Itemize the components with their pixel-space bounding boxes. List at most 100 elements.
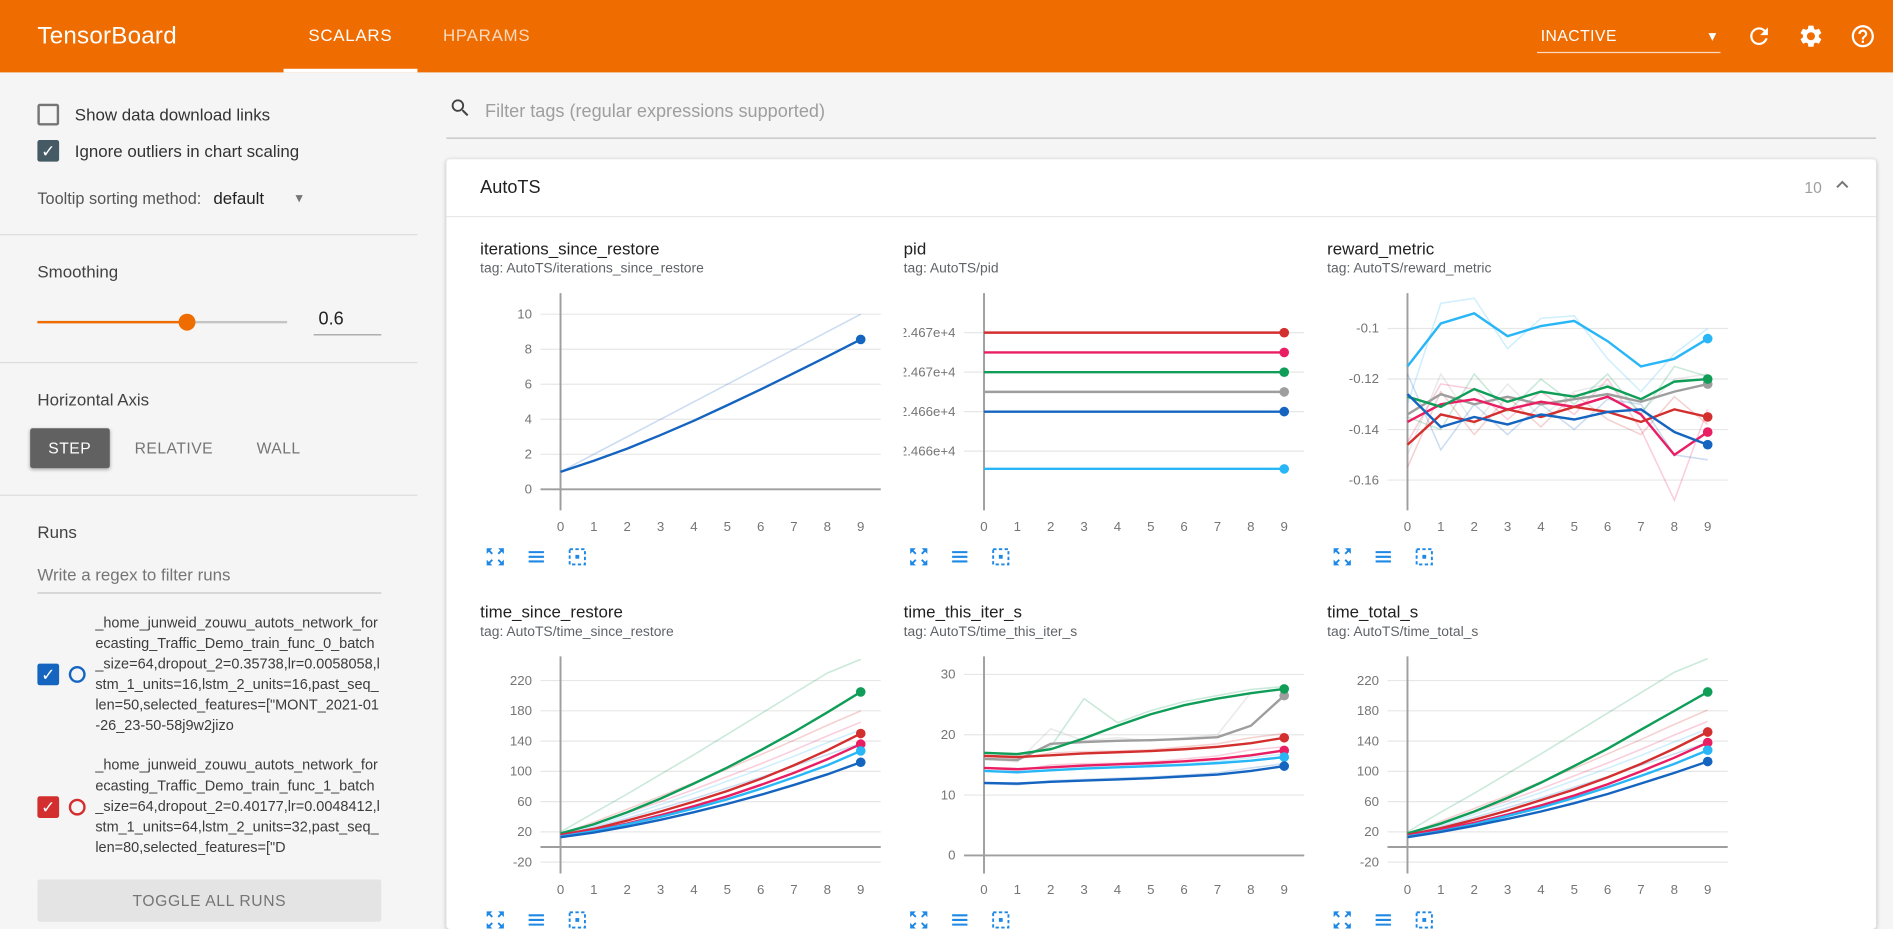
expand-chart-icon[interactable] [1331,545,1354,568]
show-download-links-checkbox[interactable] [37,103,60,126]
svg-text:2: 2 [1047,519,1054,534]
fit-domain-icon[interactable] [566,908,589,929]
svg-text:2: 2 [525,447,532,462]
chart-tools [904,908,1312,929]
chart-title: pid [903,238,927,259]
menu-lines-icon[interactable] [525,545,548,568]
svg-text:180: 180 [510,703,532,718]
svg-text:20: 20 [517,824,532,839]
axis-relative-button[interactable]: RELATIVE [117,428,232,468]
filter-tags-input[interactable] [485,100,1874,122]
run-item: ✓ _home_junweid_zouwu_autots_network_for… [37,613,381,736]
runs-label: Runs [37,522,77,542]
chart-tools [904,545,1312,568]
section-header[interactable]: AutoTS 10 [446,159,1877,218]
chart-count: 10 [1804,178,1822,197]
chart-plot[interactable]: -20 20 60 100 140 180 220 0 1 2 3 4 5 6 7 8 9 [480,647,888,903]
tab-hparams[interactable]: HPARAMS [442,24,531,45]
menu-lines-icon[interactable] [948,908,971,929]
menu-lines-icon[interactable] [1372,545,1395,568]
chart-plot[interactable]: -0.1 -0.12 -0.14 -0.16 0 1 2 3 4 5 6 7 8 9 [1327,284,1735,540]
chart-tag: tag: AutoTS/time_this_iter_s [903,624,1078,640]
svg-text:8: 8 [824,519,831,534]
chart-plot[interactable]: 2.467e+4 2.467e+4 2.466e+4 2.466e+4 0 1 2 3 4 5 6 7… [900,284,1312,540]
help-icon[interactable] [1850,23,1877,50]
axis-wall-button[interactable]: WALL [238,428,318,468]
svg-text:9: 9 [857,519,864,534]
chart-tag: tag: AutoTS/iterations_since_restore [480,261,704,277]
chart-plot[interactable]: 0 10 20 30 0 1 2 3 4 5 6 7 8 9 [904,647,1312,903]
svg-text:2.466e+4: 2.466e+4 [904,443,956,458]
show-download-links-label: Show data download links [74,104,271,125]
run-solo-radio[interactable] [68,666,86,683]
svg-text:5: 5 [1147,882,1154,897]
menu-lines-icon[interactable] [525,908,548,929]
run-item: ✓ _home_junweid_zouwu_autots_network_for… [37,755,381,858]
run-checkbox[interactable]: ✓ [37,796,60,818]
smoothing-row: 0.6 [37,308,382,336]
tab-scalars[interactable]: SCALARS [283,0,418,73]
svg-text:3: 3 [1080,882,1087,897]
svg-text:6: 6 [757,882,764,897]
chart-tag: tag: AutoTS/time_total_s [1327,624,1479,640]
chart-plot[interactable]: -20 20 60 100 140 180 220 0 1 2 3 4 5 6 7 8 9 [1327,647,1735,903]
divider [0,234,418,236]
svg-text:1: 1 [590,519,597,534]
smoothing-slider-fill [37,320,188,323]
runs-filter-input[interactable] [37,556,382,594]
fit-domain-icon[interactable] [989,908,1012,929]
svg-text:4: 4 [1537,519,1544,534]
settings-icon[interactable] [1798,23,1825,50]
chart-card: iterations_since_restore tag: AutoTS/iter… [480,239,888,568]
filter-tags-row [446,92,1877,139]
refresh-icon[interactable] [1746,23,1773,50]
fit-domain-icon[interactable] [1413,908,1436,929]
fit-domain-icon[interactable] [566,545,589,568]
fit-domain-icon[interactable] [989,545,1012,568]
svg-text:-0.1: -0.1 [1356,321,1379,336]
tooltip-sorting-dropdown[interactable]: default ▾ [213,188,302,207]
ignore-outliers-checkbox[interactable]: ✓ [37,139,60,162]
menu-lines-icon[interactable] [1372,908,1395,929]
chart-title: iterations_since_restore [480,238,660,259]
svg-text:2: 2 [624,882,631,897]
ignore-outliers-row: ✓ Ignore outliers in chart scaling [37,139,381,162]
svg-text:9: 9 [1281,519,1288,534]
smoothing-value[interactable]: 0.6 [313,308,382,336]
svg-text:9: 9 [1704,519,1711,534]
fit-domain-icon[interactable] [1413,545,1436,568]
svg-text:100: 100 [510,764,532,779]
run-checkbox[interactable]: ✓ [37,663,60,686]
expand-chart-icon[interactable] [484,908,507,929]
svg-text:180: 180 [1357,703,1379,718]
expand-chart-icon[interactable] [1331,908,1354,929]
svg-text:7: 7 [1214,882,1221,897]
divider [0,494,418,496]
smoothing-slider[interactable] [37,313,288,330]
axis-step-button[interactable]: STEP [30,428,110,469]
expand-chart-icon[interactable] [484,545,507,568]
chart-title: reward_metric [1327,238,1435,259]
svg-text:8: 8 [1247,519,1254,534]
status-dropdown[interactable]: INACTIVE ▾ [1537,20,1721,53]
svg-text:8: 8 [824,882,831,897]
svg-text:6: 6 [1604,882,1611,897]
menu-lines-icon[interactable] [948,545,971,568]
tooltip-sorting-row: Tooltip sorting method: default ▾ [37,188,381,207]
svg-text:2: 2 [1471,882,1478,897]
svg-text:0: 0 [525,482,532,497]
svg-text:220: 220 [1357,673,1379,688]
svg-text:1: 1 [1437,519,1444,534]
chart-plot[interactable]: 0 2 4 6 8 10 0 1 2 3 4 5 6 7 8 9 [480,284,888,540]
smoothing-slider-knob[interactable] [178,313,196,330]
chart-title: time_since_restore [480,602,623,622]
expand-chart-icon[interactable] [907,545,930,568]
chart-card: pid tag: AutoTS/pid 2.467e+4 2.467e+4 2.466e… [900,238,1312,568]
chevron-up-icon[interactable] [1830,173,1854,203]
expand-chart-icon[interactable] [907,908,930,929]
svg-text:0: 0 [557,519,564,534]
toggle-all-runs-button[interactable]: TOGGLE ALL RUNS [37,879,382,923]
chart-card: time_total_s tag: AutoTS/time_total_s -20 2… [1327,602,1735,929]
run-solo-radio[interactable] [68,798,86,816]
